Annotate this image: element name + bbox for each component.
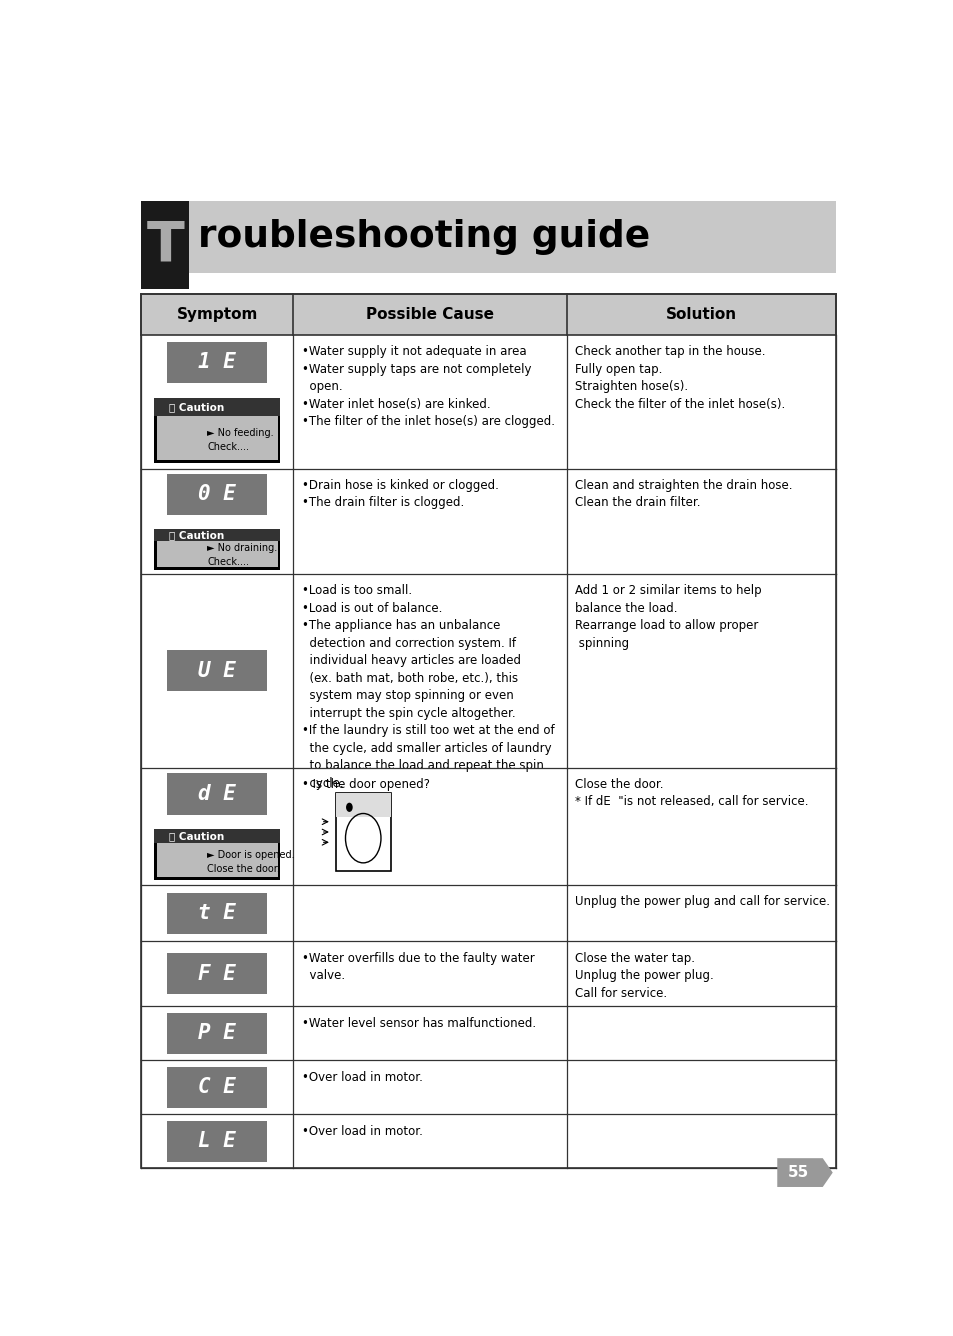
Text: ► No feeding.
Check....: ► No feeding. Check.... [207, 428, 274, 452]
Bar [141, 202, 836, 274]
Text: •Load is too small.
•Load is out of balance.
•The appliance has an unbalance
  d: •Load is too small. •Load is out of bala… [301, 584, 554, 790]
Text: ► No draining.
Check....: ► No draining. Check.... [207, 544, 277, 568]
Text: roubleshooting guide: roubleshooting guide [198, 219, 650, 255]
Bar [154, 398, 280, 464]
Text: t E: t E [198, 903, 236, 923]
Text: •Water overfills due to the faulty water
  valve.: •Water overfills due to the faulty water… [301, 951, 534, 982]
Text: P E: P E [198, 1023, 236, 1043]
Text: Close the water tap.
Unplug the power plug.
Call for service.: Close the water tap. Unplug the power pl… [575, 951, 714, 999]
Text: •Water supply it not adequate in area
•Water supply taps are not completely
  op: •Water supply it not adequate in area •W… [301, 346, 555, 429]
Bar [141, 1006, 836, 1061]
Bar [156, 417, 277, 460]
Bar [167, 892, 267, 934]
Bar [167, 474, 267, 514]
Bar [167, 1121, 267, 1162]
Bar [141, 574, 836, 768]
Bar [141, 1061, 836, 1114]
Text: •Water level sensor has malfunctioned.: •Water level sensor has malfunctioned. [301, 1017, 536, 1030]
Text: F E: F E [198, 963, 236, 983]
Bar [141, 202, 190, 289]
Text: •Over load in motor.: •Over load in motor. [301, 1070, 422, 1083]
Text: Close the door.
* If dE  "is not released, call for service.: Close the door. * If dE "is not released… [575, 778, 808, 808]
Text: U E: U E [198, 661, 236, 681]
Text: 1 E: 1 E [198, 353, 236, 373]
Bar [167, 1013, 267, 1054]
Text: d E: d E [198, 784, 236, 804]
Text: Symptom: Symptom [176, 307, 257, 322]
Bar [154, 830, 280, 880]
Text: Check another tap in the house.
Fully open tap.
Straighten hose(s).
Check the fi: Check another tap in the house. Fully op… [575, 346, 785, 411]
Circle shape [346, 803, 353, 812]
Bar [141, 294, 836, 1169]
Bar [154, 398, 280, 417]
Bar [141, 469, 836, 574]
Text: 0 E: 0 E [198, 485, 236, 505]
Text: Add 1 or 2 similar items to help
balance the load.
Rearrange load to allow prope: Add 1 or 2 similar items to help balance… [575, 584, 761, 649]
Bar [141, 884, 836, 942]
Text: •Over load in motor.: •Over load in motor. [301, 1125, 422, 1138]
Bar [141, 294, 836, 335]
Text: Clean and straighten the drain hose.
Clean the drain filter.: Clean and straighten the drain hose. Cle… [575, 478, 792, 509]
Text: • Is the door opened?: • Is the door opened? [301, 778, 430, 791]
Text: Solution: Solution [665, 307, 737, 322]
Bar [154, 529, 280, 569]
Bar [141, 942, 836, 1006]
Bar [156, 843, 277, 876]
Bar [167, 1067, 267, 1108]
Bar [154, 830, 280, 843]
Text: ► Door is opened.
Close the door.: ► Door is opened. Close the door. [207, 850, 294, 874]
Polygon shape [777, 1158, 832, 1186]
Text: Possible Cause: Possible Cause [365, 307, 494, 322]
Bar [141, 1114, 836, 1169]
Bar [154, 529, 280, 541]
Bar [335, 794, 391, 816]
Text: L E: L E [198, 1132, 236, 1152]
Text: ⓘ Caution: ⓘ Caution [170, 530, 225, 540]
Bar [167, 342, 267, 383]
Bar [167, 651, 267, 691]
Bar [156, 541, 277, 566]
Text: ⓘ Caution: ⓘ Caution [170, 402, 225, 411]
Bar [167, 954, 267, 994]
Text: ⓘ Caution: ⓘ Caution [170, 831, 225, 842]
Bar [141, 335, 836, 469]
Text: C E: C E [198, 1077, 236, 1097]
Bar [141, 768, 836, 884]
Bar [335, 794, 391, 871]
Text: T: T [147, 218, 184, 273]
Bar [167, 774, 267, 815]
Text: 55: 55 [787, 1165, 808, 1180]
Text: •Drain hose is kinked or clogged.
•The drain filter is clogged.: •Drain hose is kinked or clogged. •The d… [301, 478, 498, 509]
Text: Unplug the power plug and call for service.: Unplug the power plug and call for servi… [575, 895, 829, 908]
